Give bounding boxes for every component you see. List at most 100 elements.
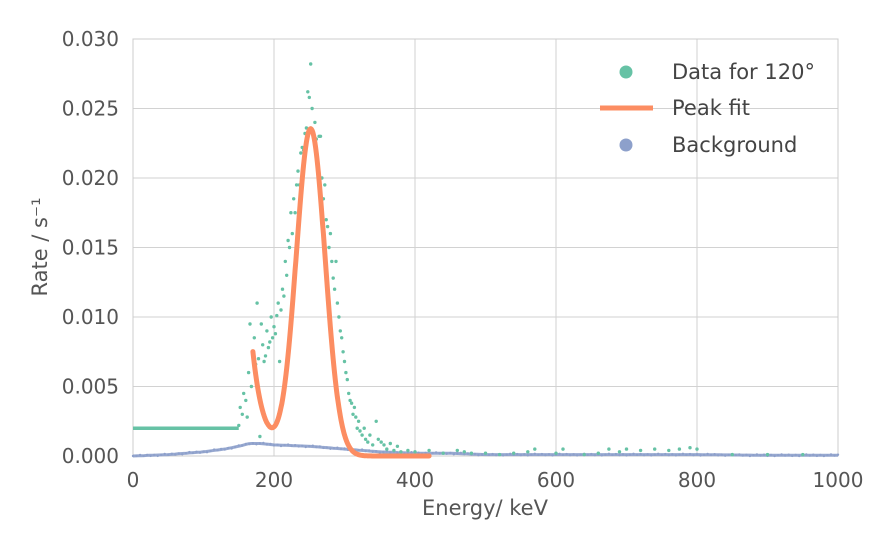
background-point — [604, 453, 607, 456]
data-point — [624, 447, 629, 451]
background-point — [833, 454, 836, 457]
data-point — [338, 329, 342, 333]
data-point — [533, 447, 537, 451]
data-point — [273, 332, 278, 336]
legend-fit-label: Peak fit — [672, 96, 750, 120]
data-point — [266, 345, 271, 350]
data-point — [276, 301, 280, 305]
data-point — [348, 398, 352, 403]
background-point — [410, 451, 413, 454]
data-point — [653, 447, 657, 451]
background-point — [138, 453, 142, 457]
background-point — [674, 454, 678, 457]
background-point — [491, 452, 494, 456]
background-point — [628, 453, 632, 456]
data-point — [596, 451, 600, 455]
data-point — [441, 451, 445, 455]
background-point — [724, 454, 727, 457]
y-axis-ticks: 0.000 0.005 0.010 0.015 0.020 0.025 0.030 — [62, 27, 119, 468]
data-point — [249, 384, 254, 389]
background-point — [769, 453, 773, 457]
background-point — [216, 449, 219, 452]
background-point — [297, 445, 300, 448]
background-point — [181, 453, 184, 456]
y-tick-label: 0.020 — [62, 166, 119, 190]
background-point — [315, 445, 318, 449]
data-point — [279, 308, 283, 312]
background-point — [702, 453, 706, 456]
background-point — [434, 451, 438, 454]
background-point — [293, 444, 297, 447]
background-point — [625, 454, 628, 457]
background-point — [234, 445, 237, 449]
data-point — [351, 412, 355, 416]
background-point — [716, 454, 720, 457]
background-point — [329, 447, 332, 450]
data-point — [379, 440, 383, 444]
legend-background-marker — [619, 138, 633, 152]
data-point — [335, 301, 340, 305]
data-point — [765, 452, 770, 457]
background-point — [364, 449, 367, 453]
background-point — [286, 443, 290, 446]
background-point — [227, 446, 230, 450]
y-axis-label: Rate / s⁻¹ — [28, 197, 52, 296]
data-point — [512, 451, 516, 455]
background-point — [815, 454, 819, 458]
data-point — [294, 183, 299, 187]
data-point — [345, 377, 349, 382]
legend-background-label: Background — [672, 133, 797, 157]
background-point — [734, 454, 737, 457]
background-point — [660, 453, 663, 457]
data-point — [277, 359, 282, 364]
background-point — [558, 452, 561, 455]
background-point — [375, 450, 378, 453]
background-point — [713, 453, 716, 456]
data-point — [677, 447, 682, 451]
background-point — [819, 453, 822, 457]
y-tick-label: 0.010 — [62, 305, 119, 329]
data-point — [730, 452, 734, 457]
background-point — [836, 453, 840, 456]
data-point — [399, 450, 403, 454]
background-point — [156, 454, 159, 458]
data-point — [395, 444, 400, 448]
background-point — [371, 450, 374, 453]
background-point — [762, 453, 766, 456]
data-point — [307, 95, 311, 100]
data-point — [331, 276, 335, 280]
background-point — [311, 444, 314, 447]
data-point — [259, 322, 263, 326]
background-point — [783, 454, 787, 457]
data-point — [237, 423, 241, 428]
background-point — [290, 444, 293, 448]
background-point — [336, 446, 339, 449]
background-point — [456, 452, 459, 455]
background-point — [378, 451, 381, 454]
background-point — [621, 453, 625, 456]
background-point — [618, 454, 621, 457]
data-point — [371, 443, 375, 447]
background-point — [283, 444, 286, 447]
background-point — [547, 453, 551, 456]
data-point — [280, 287, 285, 291]
background-point — [360, 448, 364, 451]
data-point — [526, 450, 530, 454]
data-point — [561, 447, 565, 451]
background-point — [368, 449, 371, 452]
data-point — [638, 448, 643, 453]
fit-series — [250, 126, 432, 459]
background-point — [681, 452, 685, 455]
background-point — [170, 452, 173, 455]
background-point — [699, 454, 702, 457]
x-tick-label: 1000 — [813, 468, 864, 492]
background-point — [526, 454, 529, 457]
background-point — [565, 452, 568, 456]
background-point — [706, 452, 709, 456]
background-point — [759, 454, 762, 457]
data-series — [133, 62, 805, 457]
data-point — [325, 224, 330, 229]
background-point — [805, 453, 808, 456]
background-point — [237, 444, 240, 447]
background-point — [382, 450, 385, 454]
